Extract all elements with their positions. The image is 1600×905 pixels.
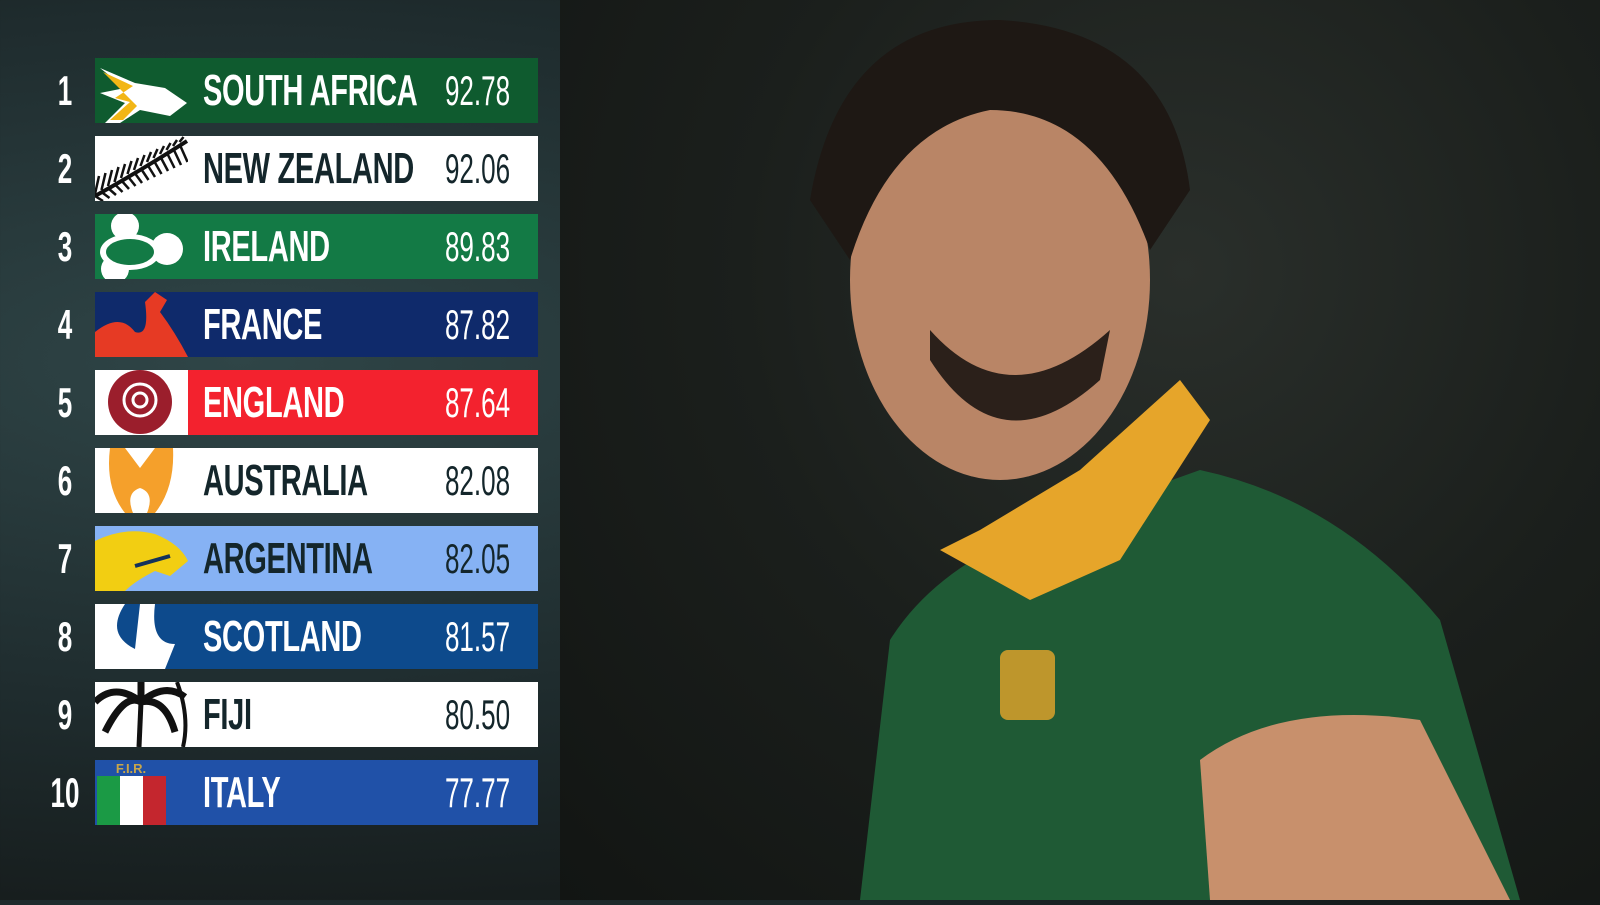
puma-logo (95, 526, 188, 591)
ranking-row-italy: 10 F.I.R. ITALY 77.77 (0, 760, 560, 825)
team-name: FRANCE (203, 292, 322, 357)
team-points: 92.78 (445, 58, 510, 123)
team-bar: IRELAND 89.83 (95, 214, 538, 279)
rank-number: 10 (50, 760, 81, 825)
team-name: AUSTRALIA (203, 448, 368, 513)
fir-logo: F.I.R. (95, 760, 188, 825)
team-points: 82.05 (445, 526, 510, 591)
ranking-row-australia: 6 AUSTRALIA 82.08 (0, 448, 560, 513)
team-bar: AUSTRALIA 82.08 (95, 448, 538, 513)
team-bar: FIJI 80.50 (95, 682, 538, 747)
rank-number: 3 (50, 214, 81, 279)
rose-logo (95, 370, 188, 435)
player-illustration (560, 0, 1600, 900)
rank-number: 9 (50, 682, 81, 747)
wallabies-logo (95, 448, 188, 513)
team-points: 77.77 (445, 760, 510, 825)
ranking-row-ireland: 3 IRELAND 89.83 (0, 214, 560, 279)
thistle-logo (95, 604, 188, 669)
rank-number: 4 (50, 292, 81, 357)
rank-number: 8 (50, 604, 81, 669)
team-name: NEW ZEALAND (203, 136, 414, 201)
team-points: 89.83 (445, 214, 510, 279)
rank-number: 5 (50, 370, 81, 435)
team-bar: ARGENTINA 82.05 (95, 526, 538, 591)
team-bar: ENGLAND 87.64 (95, 370, 538, 435)
team-points: 87.64 (445, 370, 510, 435)
team-points: 92.06 (445, 136, 510, 201)
rooster-logo (95, 292, 188, 357)
ranking-row-fiji: 9 FIJI 80.50 (0, 682, 560, 747)
ranking-row-argentina: 7 ARGENTINA 82.05 (0, 526, 560, 591)
ranking-row-france: 4 FRANCE 87.82 (0, 292, 560, 357)
ranking-row-scotland: 8 SCOTLAND 81.57 (0, 604, 560, 669)
team-points: 81.57 (445, 604, 510, 669)
team-bar: F.I.R. ITALY 77.77 (95, 760, 538, 825)
player-photo (560, 0, 1600, 900)
team-name: SCOTLAND (203, 604, 362, 669)
team-bar: SOUTH AFRICA 92.78 (95, 58, 538, 123)
team-name: FIJI (203, 682, 252, 747)
team-points: 80.50 (445, 682, 510, 747)
rank-number: 7 (50, 526, 81, 591)
springbok-logo (95, 58, 188, 123)
team-bar: FRANCE 87.82 (95, 292, 538, 357)
team-name: SOUTH AFRICA (203, 58, 417, 123)
team-name: ITALY (203, 760, 280, 825)
ranking-row-england: 5 ENGLAND 87.64 (0, 370, 560, 435)
team-bar: NEW ZEALAND 92.06 (95, 136, 538, 201)
silver-fern-logo (95, 136, 188, 201)
team-bar: SCOTLAND 81.57 (95, 604, 538, 669)
team-name: ARGENTINA (203, 526, 373, 591)
rank-number: 1 (50, 58, 81, 123)
shamrock-logo (95, 214, 188, 279)
ranking-row-south-africa: 1 SOUTH AFRICA 92.78 (0, 58, 560, 123)
team-name: IRELAND (203, 214, 330, 279)
team-points: 87.82 (445, 292, 510, 357)
team-points: 82.08 (445, 448, 510, 513)
palm-tree-logo (95, 682, 188, 747)
ranking-row-new-zealand: 2 NEW ZEALAND 92.06 (0, 136, 560, 201)
rank-number: 6 (50, 448, 81, 513)
team-name: ENGLAND (203, 370, 344, 435)
rank-number: 2 (50, 136, 81, 201)
svg-text:F.I.R.: F.I.R. (116, 761, 146, 776)
